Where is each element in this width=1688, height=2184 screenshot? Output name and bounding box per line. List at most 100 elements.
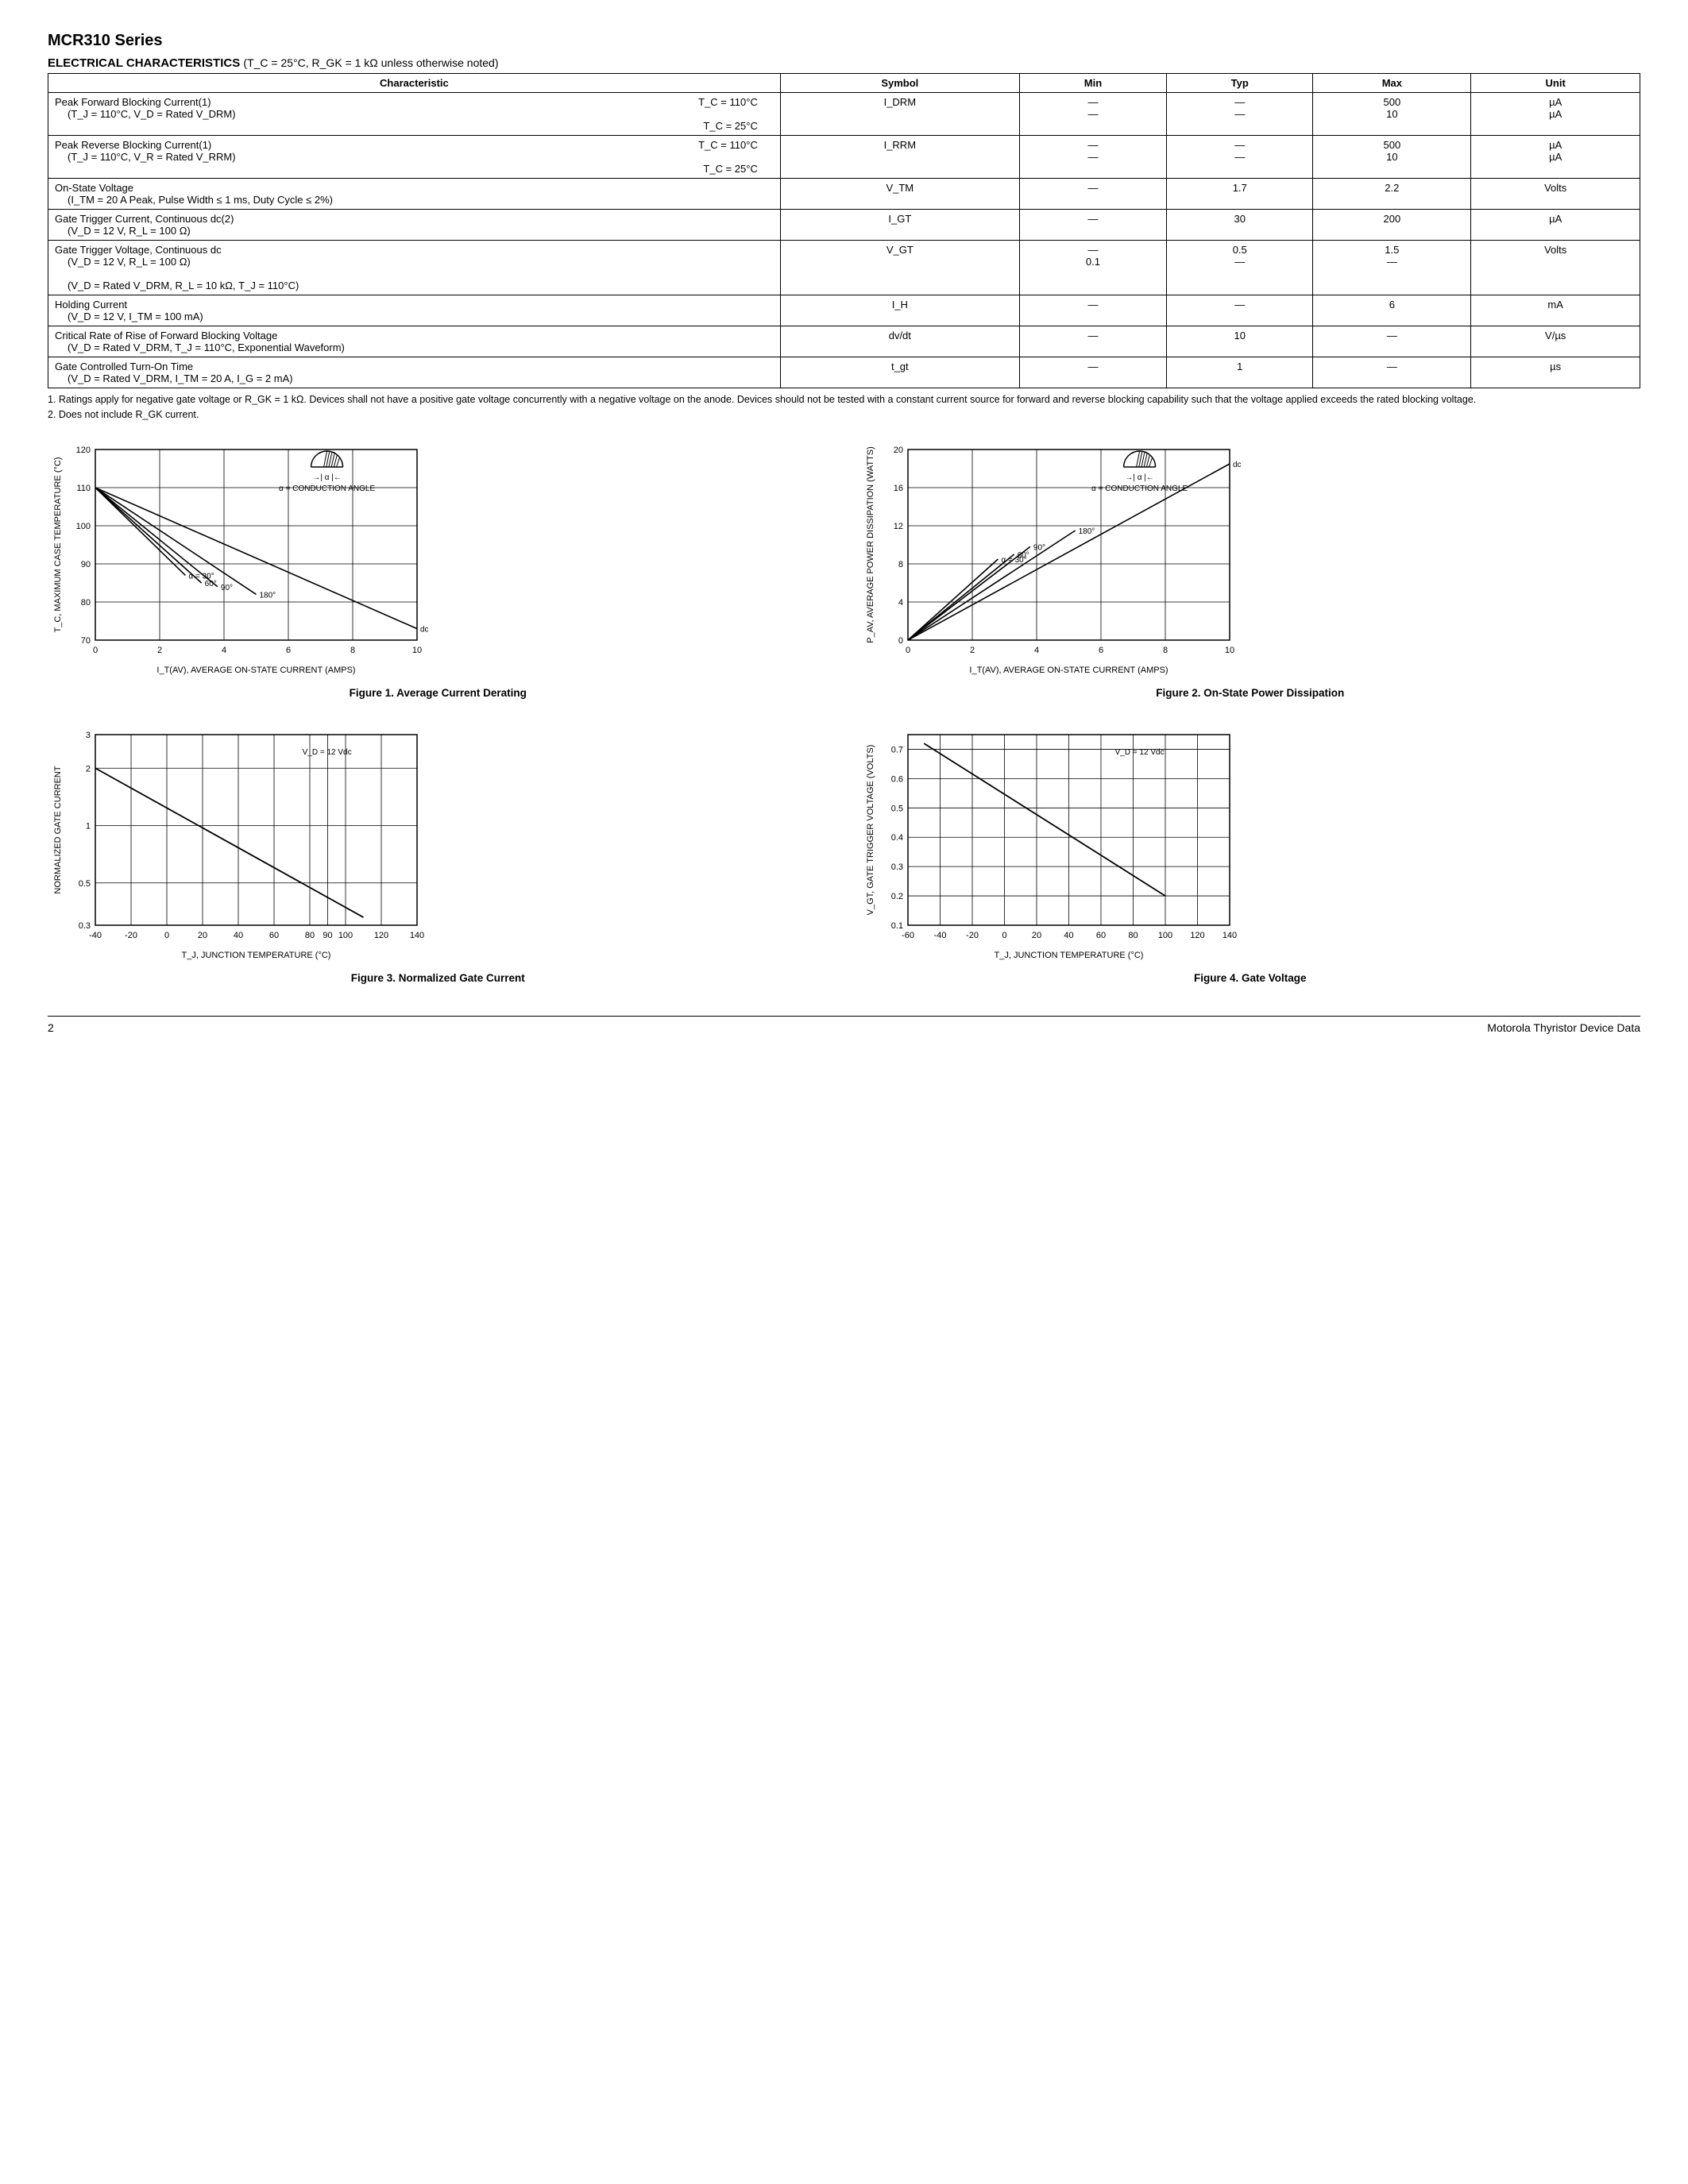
svg-text:110: 110 (76, 484, 91, 493)
svg-text:α = CONDUCTION ANGLE: α = CONDUCTION ANGLE (279, 484, 375, 493)
table-row: Peak Forward Blocking Current(1)T_C = 11… (48, 93, 1640, 136)
svg-text:90: 90 (81, 560, 91, 569)
svg-text:1: 1 (86, 821, 91, 831)
svg-text:10: 10 (412, 646, 422, 655)
table-row: Gate Controlled Turn-On Time(V_D = Rated… (48, 357, 1640, 388)
svg-text:10: 10 (1224, 646, 1234, 655)
svg-text:T_C, MAXIMUM CASE TEMPERATURE: T_C, MAXIMUM CASE TEMPERATURE (°C) (53, 457, 63, 632)
svg-text:-60: -60 (902, 931, 914, 940)
svg-text:→| α |←: →| α |← (1125, 473, 1154, 482)
svg-text:0: 0 (93, 646, 98, 655)
svg-text:α = CONDUCTION ANGLE: α = CONDUCTION ANGLE (1091, 484, 1188, 493)
page-footer: 2 Motorola Thyristor Device Data (48, 1016, 1640, 1034)
svg-text:I_T(AV), AVERAGE ON-STATE CURR: I_T(AV), AVERAGE ON-STATE CURRENT (AMPS) (156, 666, 355, 675)
svg-text:140: 140 (410, 931, 424, 940)
svg-text:0.5: 0.5 (79, 879, 91, 889)
svg-text:3: 3 (86, 731, 91, 740)
svg-text:8: 8 (350, 646, 355, 655)
svg-text:120: 120 (1190, 931, 1204, 940)
svg-text:20: 20 (198, 931, 207, 940)
table-row: Critical Rate of Rise of Forward Blockin… (48, 326, 1640, 357)
chart-svg: -40-20020406080901001201400.30.5123V_D =… (48, 723, 429, 969)
section-name: ELECTRICAL CHARACTERISTICS (48, 56, 240, 70)
svg-text:dc: dc (1233, 461, 1242, 469)
svg-text:140: 140 (1222, 931, 1236, 940)
note-2: 2. Does not include R_GK current. (48, 408, 1640, 422)
svg-text:0.1: 0.1 (890, 921, 902, 931)
svg-text:-20: -20 (125, 931, 137, 940)
svg-text:0: 0 (1002, 931, 1006, 940)
svg-text:4: 4 (898, 598, 902, 608)
svg-text:NORMALIZED GATE CURRENT: NORMALIZED GATE CURRENT (53, 766, 63, 893)
svg-text:60: 60 (1095, 931, 1105, 940)
svg-text:0.5: 0.5 (890, 804, 902, 813)
figure-4-caption: Figure 4. Gate Voltage (860, 972, 1641, 984)
col-symbol: Symbol (780, 74, 1019, 93)
table-row: Gate Trigger Voltage, Continuous dc(V_D … (48, 241, 1640, 295)
svg-text:80: 80 (81, 598, 91, 608)
svg-text:40: 40 (234, 931, 243, 940)
svg-text:120: 120 (374, 931, 388, 940)
figure-1: 0246810708090100110120α = 30°60°90°180°d… (48, 438, 829, 699)
table-row: Holding Current(V_D = 12 V, I_TM = 100 m… (48, 295, 1640, 326)
figure-2: 0246810048121620α = 30°60°90°180°dc→| α … (860, 438, 1641, 699)
svg-text:-40: -40 (89, 931, 102, 940)
svg-text:0.2: 0.2 (890, 892, 902, 901)
svg-text:100: 100 (1157, 931, 1172, 940)
svg-text:16: 16 (893, 484, 902, 493)
svg-text:0.3: 0.3 (890, 862, 902, 872)
svg-text:V_GT, GATE TRIGGER VOLTAGE (VO: V_GT, GATE TRIGGER VOLTAGE (VOLTS) (866, 744, 875, 915)
svg-text:8: 8 (1162, 646, 1167, 655)
section-heading: ELECTRICAL CHARACTERISTICS (T_C = 25°C, … (48, 56, 1640, 70)
table-row: On-State Voltage(I_TM = 20 A Peak, Pulse… (48, 179, 1640, 210)
figure-3-caption: Figure 3. Normalized Gate Current (48, 972, 829, 984)
chart-svg: 0246810708090100110120α = 30°60°90°180°d… (48, 438, 429, 684)
svg-text:70: 70 (81, 636, 91, 646)
svg-text:12: 12 (893, 522, 902, 531)
svg-text:20: 20 (1031, 931, 1041, 940)
svg-text:0.4: 0.4 (890, 833, 902, 843)
svg-text:120: 120 (76, 446, 91, 455)
svg-text:0.6: 0.6 (890, 774, 902, 784)
col-unit: Unit (1471, 74, 1640, 93)
svg-text:0: 0 (905, 646, 910, 655)
svg-text:dc: dc (420, 625, 429, 634)
svg-text:2: 2 (157, 646, 162, 655)
section-conditions: (T_C = 25°C, R_GK = 1 kΩ unless otherwis… (243, 56, 498, 69)
series-title: MCR310 Series (48, 32, 1640, 50)
svg-text:20: 20 (893, 446, 902, 455)
svg-text:90°: 90° (221, 584, 233, 592)
svg-text:80: 80 (1128, 931, 1138, 940)
figure-3: -40-20020406080901001201400.30.5123V_D =… (48, 723, 829, 984)
table-row: Peak Reverse Blocking Current(1)T_C = 11… (48, 136, 1640, 179)
svg-text:V_D = 12 Vdc: V_D = 12 Vdc (1114, 748, 1164, 757)
svg-text:T_J, JUNCTION TEMPERATURE (°C): T_J, JUNCTION TEMPERATURE (°C) (182, 951, 331, 960)
svg-text:I_T(AV), AVERAGE ON-STATE CURR: I_T(AV), AVERAGE ON-STATE CURRENT (AMPS) (969, 666, 1168, 675)
svg-text:60: 60 (269, 931, 279, 940)
svg-text:40: 40 (1064, 931, 1073, 940)
svg-text:-20: -20 (966, 931, 979, 940)
svg-text:180°: 180° (260, 591, 276, 600)
svg-text:0: 0 (898, 636, 902, 646)
svg-text:2: 2 (969, 646, 974, 655)
doc-title: Motorola Thyristor Device Data (1487, 1021, 1640, 1034)
svg-text:90: 90 (323, 931, 332, 940)
svg-text:V_D = 12 Vdc: V_D = 12 Vdc (303, 748, 352, 757)
table-header-row: Characteristic Symbol Min Typ Max Unit (48, 74, 1640, 93)
page-number: 2 (48, 1021, 54, 1034)
figure-2-caption: Figure 2. On-State Power Dissipation (860, 687, 1641, 699)
note-1: 1. Ratings apply for negative gate volta… (48, 393, 1640, 407)
col-min: Min (1019, 74, 1166, 93)
col-typ: Typ (1167, 74, 1313, 93)
svg-text:0.7: 0.7 (890, 745, 902, 754)
figure-1-caption: Figure 1. Average Current Derating (48, 687, 829, 699)
col-characteristic: Characteristic (48, 74, 781, 93)
figure-4: -60-40-200204060801001201400.10.20.30.40… (860, 723, 1641, 984)
svg-text:T_J, JUNCTION TEMPERATURE (°C): T_J, JUNCTION TEMPERATURE (°C) (994, 951, 1143, 960)
svg-text:0: 0 (164, 931, 169, 940)
svg-text:P_AV, AVERAGE POWER DISSIPATIO: P_AV, AVERAGE POWER DISSIPATION (WATTS) (866, 446, 875, 643)
svg-text:4: 4 (1033, 646, 1038, 655)
svg-text:6: 6 (286, 646, 291, 655)
svg-text:6: 6 (1098, 646, 1103, 655)
svg-text:4: 4 (222, 646, 226, 655)
